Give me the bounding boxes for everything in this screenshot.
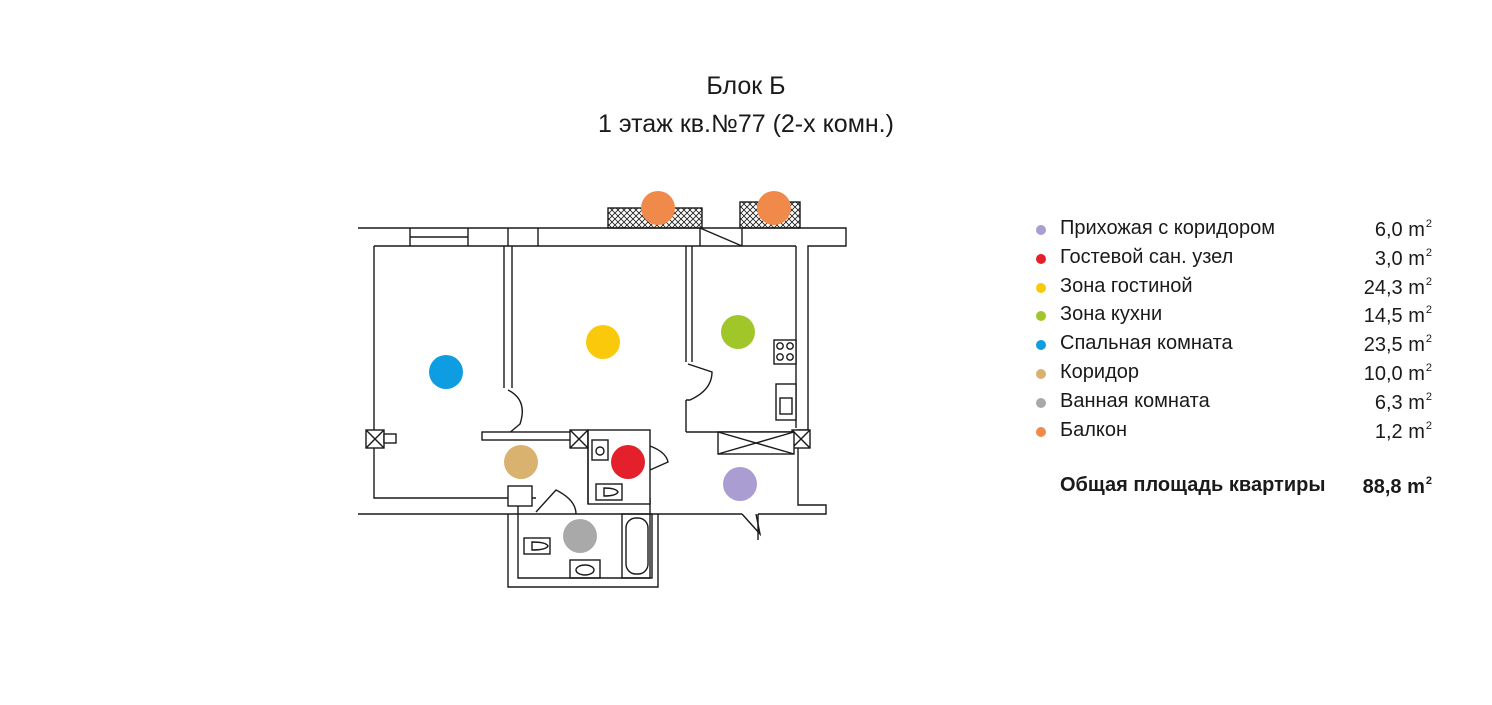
legend-dot-icon [1036, 426, 1046, 437]
total-label: Общая площадь квартиры [1060, 474, 1326, 496]
stove [773, 339, 797, 365]
room-marker [723, 467, 757, 501]
room-marker [429, 355, 463, 389]
legend-dot-icon [1036, 282, 1046, 293]
legend-item: Спальная комната 23,5 m2 [1036, 329, 1436, 358]
legend-item: Зона гостиной 24,3 m2 [1036, 272, 1436, 301]
room-marker [641, 191, 675, 225]
legend-dot-icon [1036, 397, 1046, 408]
legend-dot-icon [1036, 311, 1046, 322]
room-name: Зона гостиной [1060, 274, 1193, 297]
legend-dot-icon [1036, 253, 1046, 264]
room-markers [429, 191, 791, 553]
room-name: Ванная комната [1060, 389, 1210, 412]
room-name: Зона кухни [1060, 303, 1163, 326]
room-area: 1,2 m2 [1374, 419, 1432, 443]
room-name: Прихожая с коридором [1060, 217, 1275, 239]
room-marker [721, 315, 755, 349]
room-area: 14,5 m2 [1363, 304, 1432, 328]
sink [775, 383, 797, 421]
room-marker [611, 445, 645, 479]
room-area: 23,5 m2 [1363, 333, 1432, 357]
room-marker [504, 445, 538, 479]
room-marker [586, 325, 620, 359]
room-name: Коридор [1060, 360, 1139, 383]
room-name: Гостевой сан. узел [1060, 245, 1234, 268]
room-area: 6,0 m2 [1374, 218, 1432, 241]
total-area: Общая площадь квартиры 88,8 m2 [1060, 474, 1436, 504]
legend-item: Коридор 10,0 m2 [1036, 358, 1436, 387]
legend: Прихожая с коридором 6,0 m2 Гостевой сан. … [1036, 214, 1436, 444]
room-area: 24,3 m2 [1363, 275, 1432, 299]
legend-dot-icon [1036, 368, 1046, 379]
legend-item: Балкон 1,2 m2 [1036, 416, 1436, 445]
room-area: 10,0 m2 [1363, 361, 1432, 385]
room-marker [563, 519, 597, 553]
room-marker [757, 191, 791, 225]
plan-title: Блок Б 1 этаж кв.№77 (2-х комн.) [0, 68, 1492, 144]
total-value: 88,8 m2 [1362, 475, 1432, 498]
room-area: 3,0 m2 [1374, 246, 1432, 270]
block-name: Блок Б [706, 72, 786, 100]
legend-dot-icon [1036, 340, 1046, 351]
legend-item: Гостевой сан. узел 3,0 m2 [1036, 243, 1436, 272]
legend-item: Зона кухни 14,5 m2 [1036, 300, 1436, 329]
legend-item: Ванная комната 6,3 m2 [1036, 387, 1436, 416]
apartment-name: 1 этаж кв.№77 (2-х комн.) [598, 110, 894, 138]
room-name: Спальная комната [1060, 332, 1233, 355]
legend-dot-icon [1036, 225, 1046, 235]
room-area: 6,3 m2 [1374, 390, 1432, 414]
legend-item: Прихожая с коридором 6,0 m2 [1036, 214, 1436, 243]
room-name: Балкон [1060, 418, 1128, 441]
outer-wall [358, 227, 847, 588]
